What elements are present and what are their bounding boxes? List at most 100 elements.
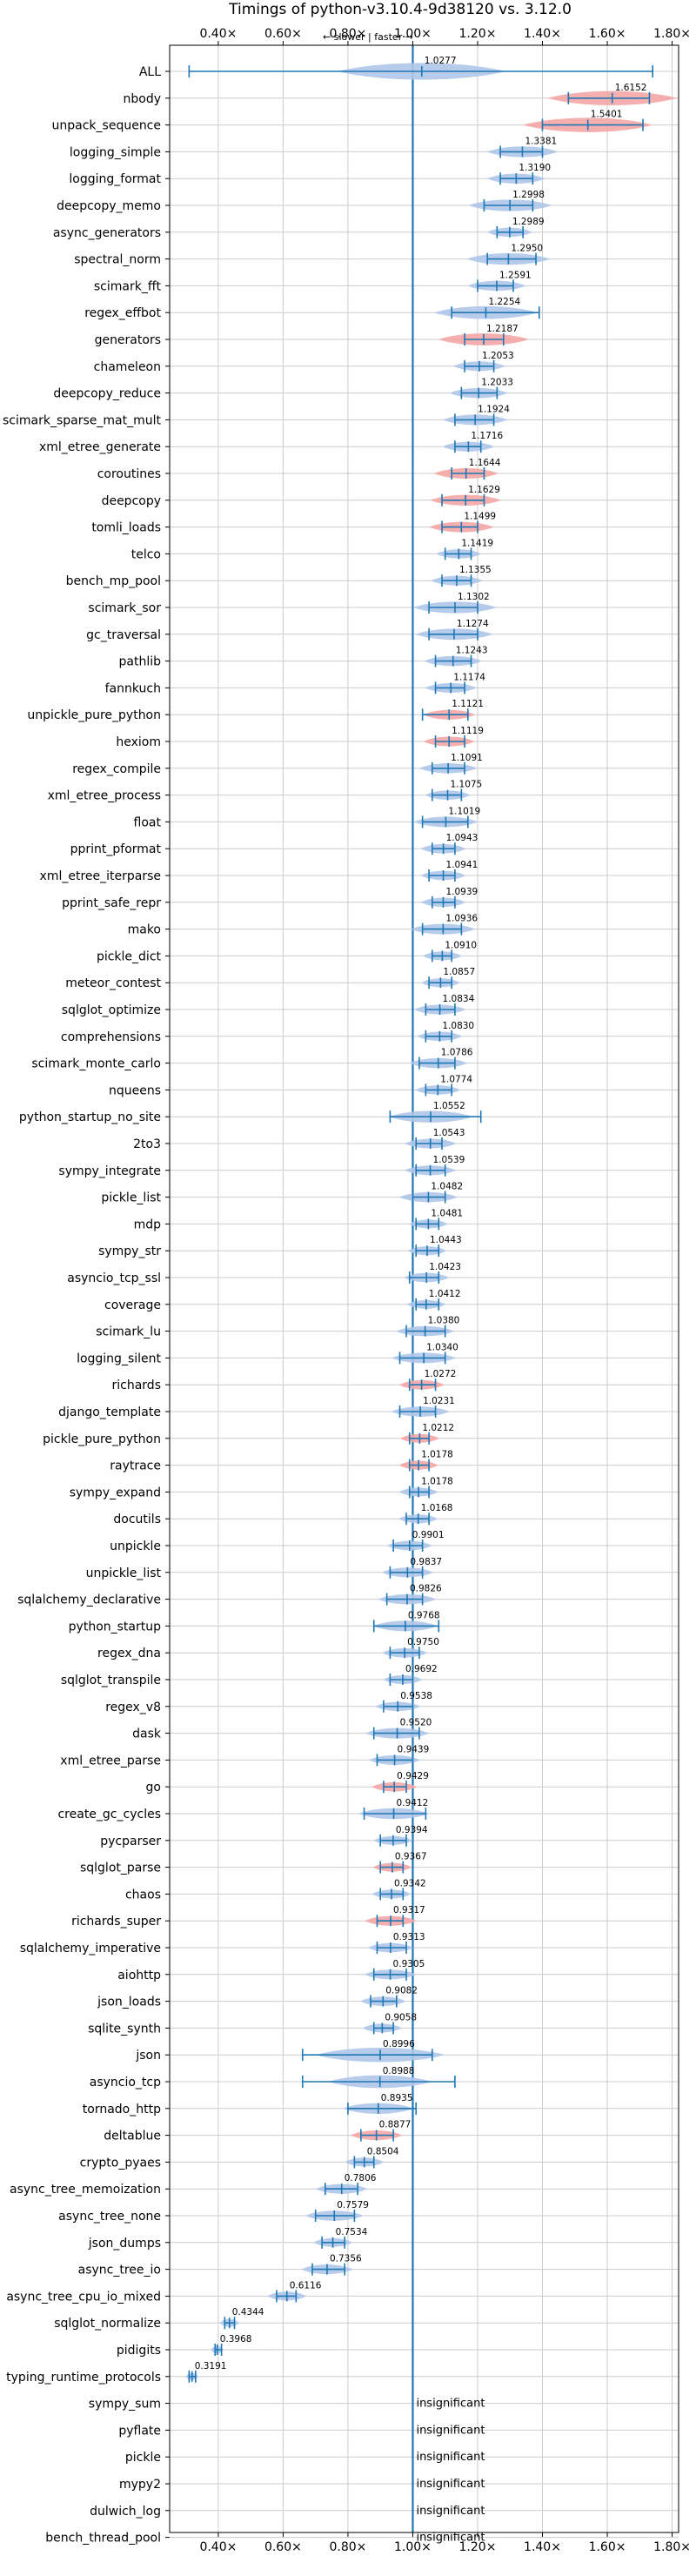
category-labels: ALL nbody unpack_sequence logging_simplelog… bbox=[3, 65, 162, 2546]
category-label: nqueens bbox=[109, 1083, 161, 1097]
value-label: 0.7534 bbox=[336, 2227, 368, 2237]
benchmark-mark-group: 1.1274 bbox=[415, 619, 493, 641]
category-label: async_tree_memoization bbox=[10, 2183, 161, 2197]
value-label: 1.0231 bbox=[423, 1396, 455, 1406]
category-label: scimark_monte_carlo bbox=[31, 1057, 161, 1071]
category-label: 2to3 bbox=[133, 1137, 161, 1151]
benchmark-mark-group: 1.1629 bbox=[430, 485, 502, 506]
benchmark-mark-group: 0.4344 bbox=[219, 2307, 264, 2330]
category-label: json bbox=[135, 2049, 161, 2063]
benchmark-mark-group: 1.0774 bbox=[415, 1074, 472, 1097]
category-label: logging_simple bbox=[70, 145, 161, 159]
top-tick-label: 1.20× bbox=[459, 27, 497, 41]
value-label: 1.0941 bbox=[446, 860, 478, 870]
insignificant-label: insignificant bbox=[416, 2398, 485, 2411]
bottom-tick-label: 1.60× bbox=[589, 2540, 626, 2554]
top-tick-label: 1.00× bbox=[394, 27, 432, 41]
category-label: xml_etree_generate bbox=[39, 440, 161, 454]
category-label: deltablue bbox=[104, 2130, 161, 2143]
category-label: ALL bbox=[139, 65, 161, 79]
benchmark-mark-group: 1.0834 bbox=[413, 994, 475, 1016]
category-label: bench_thread_pool bbox=[45, 2532, 161, 2546]
category-label: sqlglot_transpile bbox=[61, 1674, 161, 1687]
value-label: 1.1355 bbox=[459, 565, 492, 575]
benchmark-mark-group: 0.9412 bbox=[358, 1798, 430, 1820]
category-label: json_loads bbox=[97, 1996, 161, 2009]
value-label: 0.3191 bbox=[195, 2361, 227, 2371]
value-label: 0.7806 bbox=[345, 2173, 377, 2184]
category-label: sqlglot_optimize bbox=[62, 1003, 161, 1017]
value-label: 0.8996 bbox=[383, 2039, 415, 2049]
category-label: sqlalchemy_imperative bbox=[20, 1942, 161, 1955]
value-label: 0.9342 bbox=[394, 1878, 426, 1888]
value-label: 1.0910 bbox=[445, 940, 477, 950]
benchmark-mark-group: insignificant bbox=[416, 2398, 485, 2411]
category-label: comprehensions bbox=[61, 1030, 161, 1044]
benchmark-mark-group: 1.2053 bbox=[453, 351, 514, 372]
value-label: 1.1174 bbox=[453, 672, 485, 682]
benchmark-mark-group: 1.0941 bbox=[420, 860, 478, 882]
value-label: 1.0834 bbox=[443, 994, 475, 1004]
value-label: 1.1243 bbox=[456, 646, 488, 656]
value-label: 1.1274 bbox=[457, 619, 489, 629]
category-label: go bbox=[146, 1781, 161, 1794]
category-label: typing_runtime_protocols bbox=[6, 2371, 161, 2385]
category-label: richards bbox=[112, 1379, 162, 1392]
value-label: 1.0830 bbox=[442, 1021, 474, 1031]
benchmark-mark-group: 1.1644 bbox=[433, 458, 501, 480]
benchmark-mark-group: 1.0910 bbox=[423, 940, 477, 963]
value-label: 1.2254 bbox=[488, 297, 520, 307]
benchmark-mark-group: 0.8935 bbox=[342, 2093, 417, 2115]
benchmark-mark-group: 1.0857 bbox=[421, 967, 475, 989]
value-label: 0.9538 bbox=[400, 1691, 432, 1701]
bottom-tick-label: 1.80× bbox=[653, 2540, 691, 2554]
category-label: chaos bbox=[125, 1888, 161, 1902]
category-label: pickle_list bbox=[101, 1191, 161, 1205]
benchmark-mark-group: insignificant bbox=[416, 2424, 485, 2437]
value-label: 1.2033 bbox=[481, 378, 513, 388]
category-label: sqlalchemy_declarative bbox=[17, 1593, 161, 1607]
benchmark-mark-group: 1.2033 bbox=[449, 378, 513, 399]
value-label: 1.0178 bbox=[421, 1450, 453, 1460]
category-label: coroutines bbox=[97, 467, 161, 481]
category-label: python_startup bbox=[69, 1620, 161, 1633]
benchmark-mark-group: 0.9520 bbox=[365, 1718, 432, 1740]
value-label: 0.3968 bbox=[220, 2334, 252, 2345]
benchmark-mark-group: 1.1121 bbox=[421, 699, 484, 721]
bottom-tick-label: 0.60× bbox=[264, 2540, 302, 2554]
value-label: 1.0543 bbox=[433, 1128, 465, 1138]
category-label: docutils bbox=[113, 1513, 161, 1526]
value-label: 0.6116 bbox=[290, 2280, 322, 2291]
value-label: 0.8935 bbox=[381, 2093, 413, 2103]
category-label: django_template bbox=[58, 1405, 161, 1419]
benchmark-mark-group: 0.7534 bbox=[313, 2227, 368, 2249]
benchmark-mark-group: 1.1091 bbox=[418, 753, 483, 775]
category-label: spectral_norm bbox=[74, 253, 161, 267]
benchmark-mark-group: 0.9768 bbox=[372, 1610, 440, 1633]
category-label: aiohttp bbox=[117, 1969, 161, 1982]
benchmark-mark-group: 1.5401 bbox=[523, 110, 653, 132]
category-label: float bbox=[134, 815, 162, 829]
tick-layer: 0.40× 0.40× 0.60× 0.60× 0.80× 0.80× 1.00× 1.00×… bbox=[165, 27, 691, 2554]
benchmark-mark-group: insignificant bbox=[416, 2451, 485, 2464]
benchmark-mark-group: 0.9317 bbox=[365, 1905, 425, 1928]
category-label: pickle bbox=[125, 2451, 161, 2465]
benchmark-mark-group: 0.7579 bbox=[304, 2200, 369, 2222]
top-tick-label: 1.80× bbox=[653, 27, 691, 41]
benchmark-mark-group: 1.0178 bbox=[398, 1450, 453, 1472]
benchmark-mark-group: 1.0786 bbox=[409, 1048, 473, 1070]
category-label: xml_etree_process bbox=[48, 789, 161, 803]
benchmark-mark-group: insignificant bbox=[416, 2505, 485, 2518]
value-label: 0.9313 bbox=[393, 1932, 425, 1942]
category-label: sympy_str bbox=[98, 1244, 161, 1258]
value-label: 1.0481 bbox=[431, 1208, 463, 1218]
category-label: xml_etree_parse bbox=[60, 1754, 161, 1768]
value-label: 1.0539 bbox=[433, 1155, 465, 1165]
value-label: 0.7356 bbox=[330, 2254, 362, 2264]
category-label: deepcopy bbox=[102, 494, 161, 508]
value-label: 1.6152 bbox=[615, 83, 647, 93]
benchmark-mark-group: 0.9692 bbox=[383, 1664, 438, 1686]
category-label: async_generators bbox=[53, 226, 161, 240]
benchmark-mark-group: 1.1355 bbox=[431, 565, 492, 587]
category-label: mypy2 bbox=[119, 2478, 161, 2492]
